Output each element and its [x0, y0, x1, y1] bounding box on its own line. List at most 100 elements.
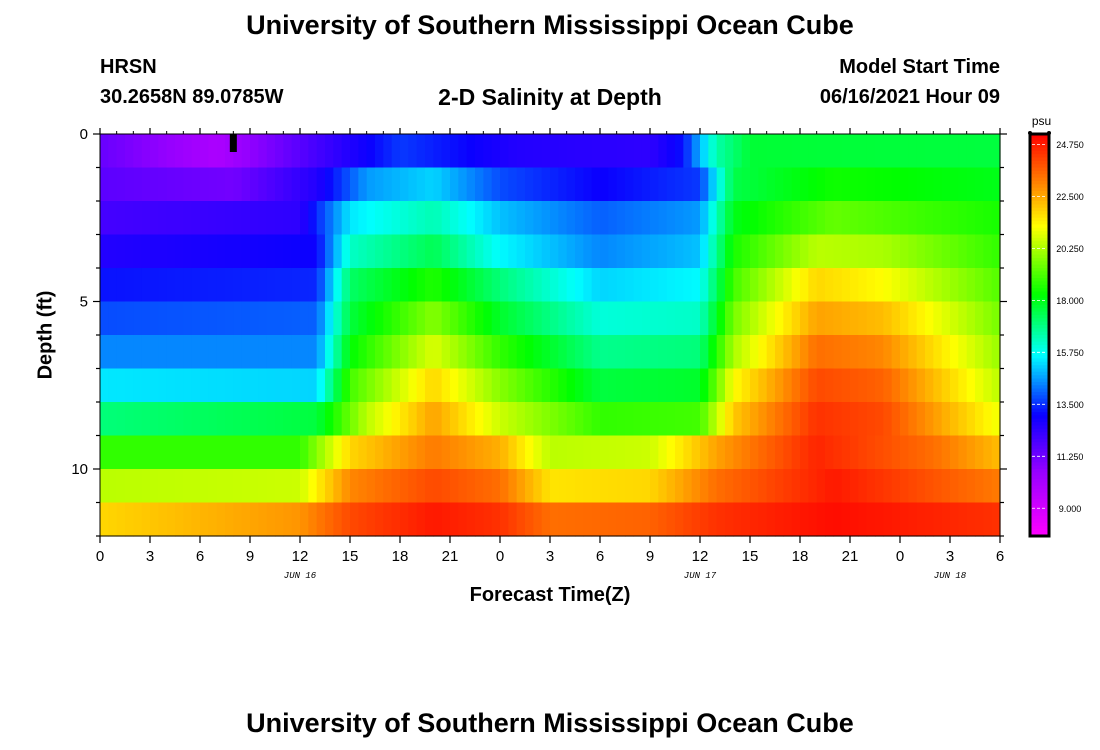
x-tick-label: 18: [792, 548, 809, 565]
heatmap-cell: [941, 368, 951, 403]
colorbar-label: 11.250: [1057, 452, 1084, 462]
heatmap-cell: [775, 134, 784, 169]
x-tick-label: 9: [646, 548, 654, 565]
heatmap-cell: [366, 301, 376, 336]
heatmap-cell: [941, 402, 951, 437]
heatmap-cell: [358, 134, 368, 169]
heatmap-cell: [833, 268, 843, 303]
heatmap-cell: [725, 134, 734, 169]
heatmap-cell: [191, 469, 201, 504]
heatmap-cell: [141, 335, 151, 370]
heatmap-cell: [475, 268, 484, 303]
heatmap-cell: [200, 201, 209, 236]
colorbar-band: [1030, 368, 1049, 373]
colorbar-band: [1030, 519, 1049, 524]
heatmap-cell: [858, 134, 868, 169]
heatmap-cell: [141, 201, 151, 236]
heatmap-cell: [283, 435, 293, 470]
heatmap-cell: [600, 301, 609, 336]
heatmap-cell: [366, 234, 376, 269]
heatmap-cell: [358, 435, 368, 470]
heatmap-cell: [450, 234, 459, 269]
heatmap-cell: [675, 201, 684, 236]
colorbar-label: 24.750: [1056, 140, 1084, 150]
heatmap-cell: [883, 201, 893, 236]
heatmap-cell: [775, 469, 784, 504]
colorbar-band: [1030, 164, 1049, 169]
heatmap-cell: [875, 134, 884, 169]
heatmap-cell: [558, 201, 568, 236]
heatmap-cell: [541, 167, 551, 202]
heatmap-cell: [491, 402, 501, 437]
heatmap-cell: [275, 502, 284, 537]
heatmap-cell: [975, 502, 984, 537]
heatmap-cell: [350, 469, 359, 504]
heatmap-cell: [225, 134, 234, 169]
heatmap-cell: [358, 335, 368, 370]
heatmap-cell: [941, 502, 951, 537]
heatmap-cell: [416, 502, 426, 537]
heatmap-cell: [941, 234, 951, 269]
heatmap-cell: [333, 301, 343, 336]
heatmap-cell: [125, 201, 134, 236]
colorbar-band: [1030, 358, 1049, 363]
heatmap-cell: [516, 435, 526, 470]
heatmap-cell: [275, 469, 284, 504]
heatmap-cell: [433, 134, 443, 169]
heatmap-cell: [975, 134, 984, 169]
heatmap-cell: [600, 335, 609, 370]
heatmap-cell: [408, 368, 418, 403]
heatmap-cell: [950, 134, 959, 169]
heatmap-cell: [591, 502, 601, 537]
heatmap-cell: [466, 435, 476, 470]
x-tick-label: 9: [246, 548, 254, 565]
heatmap-cell: [166, 368, 176, 403]
heatmap-cell: [650, 335, 659, 370]
heatmap-cell: [433, 402, 443, 437]
heatmap-cell: [316, 502, 326, 537]
heatmap-cell: [200, 167, 209, 202]
x-tick-label: 3: [146, 548, 154, 565]
heatmap-cell: [541, 335, 551, 370]
heatmap-cell: [675, 335, 684, 370]
heatmap-cell: [475, 201, 484, 236]
heatmap-cell: [216, 402, 226, 437]
heatmap-cell: [675, 502, 684, 537]
heatmap-cell: [233, 368, 243, 403]
heatmap-cell: [566, 502, 576, 537]
heatmap-cell: [391, 368, 401, 403]
heatmap-cell: [700, 402, 709, 437]
heatmap-cell: [958, 201, 968, 236]
heatmap-cell: [983, 268, 993, 303]
heatmap-cell: [383, 368, 393, 403]
heatmap-cell: [408, 335, 418, 370]
heatmap-cell: [683, 368, 693, 403]
heatmap-cell: [225, 502, 234, 537]
heatmap-cell: [208, 167, 218, 202]
heatmap-cell: [925, 234, 934, 269]
heatmap-cell: [525, 268, 534, 303]
heatmap-cell: [891, 402, 901, 437]
heatmap-cell: [683, 234, 693, 269]
heatmap-cell: [533, 134, 543, 169]
heatmap-cell: [275, 402, 284, 437]
heatmap-cell: [500, 368, 509, 403]
heatmap-cell: [516, 301, 526, 336]
heatmap-cell: [925, 301, 934, 336]
heatmap-cell: [983, 435, 993, 470]
heatmap-cell: [141, 301, 151, 336]
heatmap-cell: [908, 268, 918, 303]
heatmap-cell: [900, 234, 909, 269]
heatmap-cell: [833, 167, 843, 202]
heatmap-cell: [816, 502, 826, 537]
heatmap-cell: [158, 234, 168, 269]
heatmap-cell: [691, 234, 701, 269]
heatmap-cell: [433, 234, 443, 269]
heatmap-cell: [475, 435, 484, 470]
heatmap-cell: [783, 368, 793, 403]
colorbar-band: [1030, 458, 1049, 463]
heatmap-cell: [441, 167, 451, 202]
heatmap-cell: [150, 268, 159, 303]
heatmap-cell: [841, 268, 851, 303]
heatmap-cell: [991, 301, 1001, 336]
